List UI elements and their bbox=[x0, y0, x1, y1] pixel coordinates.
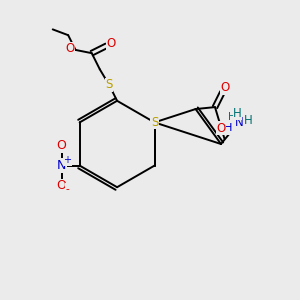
Text: H: H bbox=[228, 112, 236, 122]
Text: N: N bbox=[57, 159, 66, 172]
Text: O: O bbox=[107, 37, 116, 50]
Text: N: N bbox=[235, 116, 243, 130]
Text: S: S bbox=[105, 78, 113, 91]
Text: H: H bbox=[233, 107, 242, 120]
Text: H: H bbox=[235, 115, 244, 128]
Text: O: O bbox=[57, 179, 67, 192]
Text: O: O bbox=[66, 42, 75, 56]
Text: O: O bbox=[57, 139, 67, 152]
Text: NH: NH bbox=[216, 122, 234, 134]
Text: O: O bbox=[220, 81, 230, 94]
Text: H: H bbox=[244, 114, 253, 127]
Text: S: S bbox=[151, 116, 158, 129]
Text: -: - bbox=[65, 184, 69, 194]
Text: O: O bbox=[217, 122, 226, 135]
Text: +: + bbox=[63, 155, 71, 165]
